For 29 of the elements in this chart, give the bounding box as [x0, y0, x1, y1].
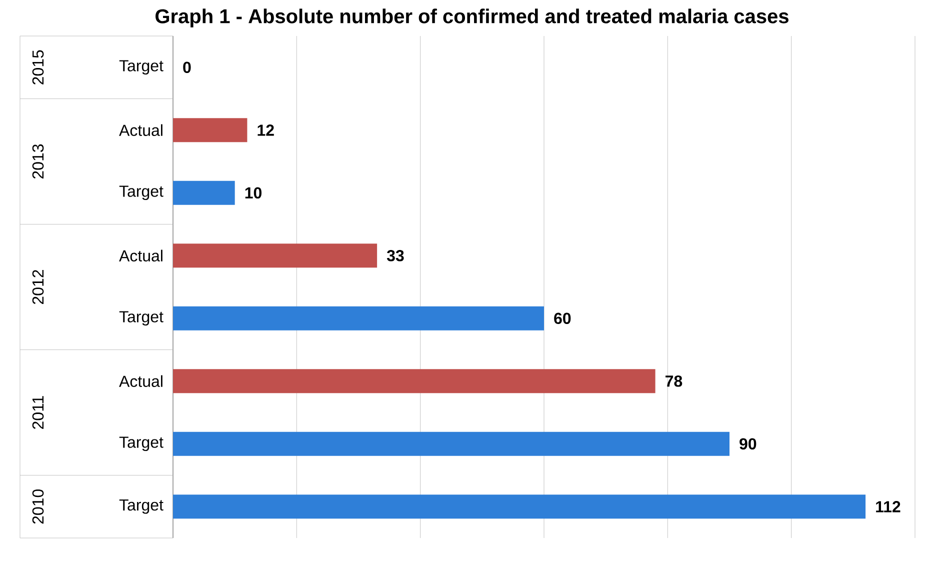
data-label: 90	[740, 438, 756, 450]
data-label: 78	[666, 375, 682, 387]
y-tick-label: Target	[119, 60, 164, 75]
text: 2015	[32, 50, 44, 84]
text: 2010	[32, 489, 44, 524]
data-label: 12	[258, 124, 274, 136]
bar	[173, 494, 866, 519]
bar	[173, 306, 544, 330]
bar	[173, 244, 378, 268]
data-label: 10	[245, 187, 262, 199]
y-tick-label: Target	[119, 499, 164, 514]
text: 2013	[32, 144, 44, 178]
text: 2012	[32, 270, 44, 304]
y-tick-label: Target	[119, 311, 164, 326]
y-tick-label: Target	[119, 436, 164, 452]
y-tick-label: Actual	[119, 250, 162, 262]
data-label: 0	[183, 62, 191, 74]
bar	[173, 118, 248, 142]
y-tick-label: Target	[119, 186, 164, 200]
data-label: 33	[386, 250, 404, 262]
bar	[173, 369, 656, 394]
data-label: 112	[876, 501, 900, 512]
bar	[173, 432, 730, 456]
bar	[173, 180, 235, 205]
text: 2011	[32, 396, 44, 429]
y-tick-label: Actual	[119, 124, 162, 136]
y-tick-label: Actual	[119, 375, 162, 387]
data-label: 60	[554, 312, 571, 324]
chart-title: Graph 1 - Absolute number of confirmed and treated malaria cases	[156, 8, 788, 28]
